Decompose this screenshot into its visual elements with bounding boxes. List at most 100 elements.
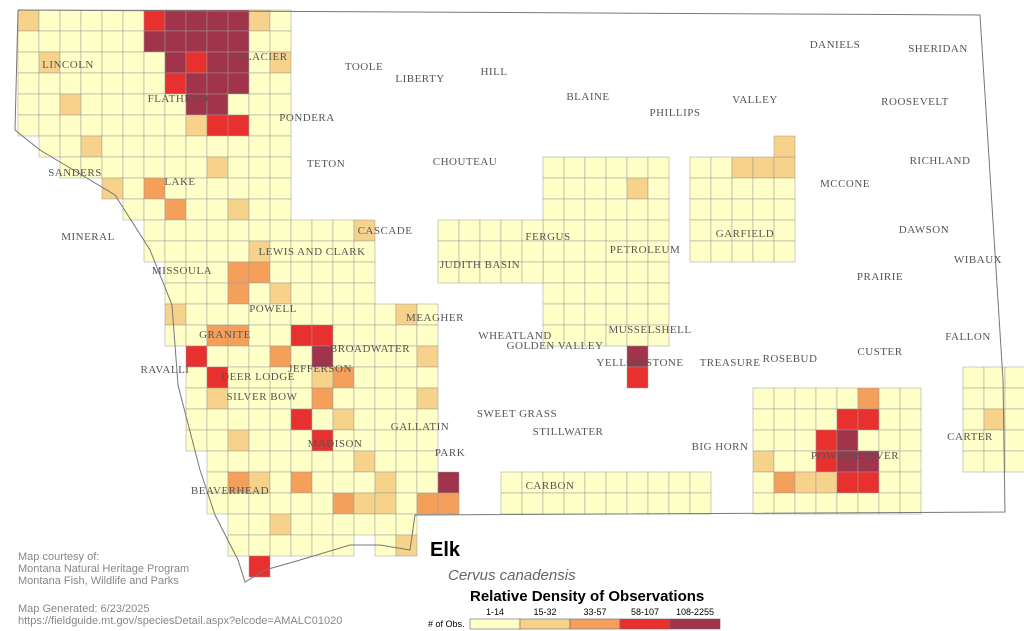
grid-cell [185,240,208,263]
grid-cell [752,240,775,263]
grid-cell [290,219,313,242]
grid-cell [227,114,250,137]
grid-cell [689,471,712,494]
grid-cell [269,450,292,473]
grid-cell [332,387,355,410]
grid-cell [983,366,1006,389]
grid-cell [248,30,271,53]
grid-cell [290,408,313,431]
county-label: PONDERA [279,112,334,124]
grid-cell [857,408,880,431]
grid-cell [962,408,985,431]
grid-cell [290,261,313,284]
county-label: MINERAL [61,231,115,243]
county-label: PRAIRIE [857,271,903,283]
grid-cell [185,135,208,158]
grid-cell [332,303,355,326]
grid-cell [248,72,271,95]
grid-cell [626,219,649,242]
county-label: GOLDEN VALLEY [507,340,604,352]
grid-cell [521,261,544,284]
county-label: STILLWATER [533,426,604,438]
grid-cell [269,408,292,431]
grid-cell [206,303,229,326]
grid-cell [647,282,670,305]
grid-cell [311,219,334,242]
grid-cell [227,303,250,326]
grid-cell [605,261,628,284]
grid-cell [668,471,691,494]
grid-cell [773,492,796,515]
grid-cell [752,471,775,494]
county-label: LIBERTY [395,73,444,85]
grid-cell [815,387,838,410]
grid-cell [815,408,838,431]
grid-cell [626,177,649,200]
grid-cell [248,114,271,137]
grid-cell [332,408,355,431]
grid-cell [122,93,145,116]
grid-cell [185,51,208,74]
grid-cell [206,156,229,179]
grid-cell [878,408,901,431]
grid-cell [248,9,271,32]
grid-cell [899,471,922,494]
county-label: LINCOLN [42,59,94,71]
grid-cell [815,471,838,494]
grid-cell [122,198,145,221]
county-label: RAVALLI [141,364,190,376]
grid-cell [122,135,145,158]
grid-cell [164,282,187,305]
grid-cell [584,156,607,179]
grid-cell [773,387,796,410]
grid-cell [206,345,229,368]
grid-cell [227,93,250,116]
grid-cell [584,177,607,200]
generated-date: Map Generated: 6/23/2025 [18,603,149,615]
grid-cell [836,429,859,452]
grid-cell [353,387,376,410]
grid-cell [17,51,40,74]
grid-cell [248,156,271,179]
grid-cell [689,492,712,515]
grid-cell [416,345,439,368]
grid-cell [563,198,586,221]
grid-cell [101,135,124,158]
county-label: TOOLE [345,61,383,73]
county-label: JUDITH BASIN [440,259,520,271]
grid-cell [101,93,124,116]
grid-cell [227,177,250,200]
grid-cell [311,387,334,410]
grid-cell [290,534,313,557]
grid-cell [206,114,229,137]
grid-cell [731,156,754,179]
grid-cell [374,366,397,389]
grid-cell [143,219,166,242]
grid-cell [101,9,124,32]
grid-cell [563,156,586,179]
grid-cell [311,303,334,326]
grid-cell [185,198,208,221]
county-label: TETON [307,158,345,170]
grid-cell [248,450,271,473]
grid-cell [542,282,565,305]
grid-cell [605,177,628,200]
grid-cell [185,303,208,326]
grid-cell [311,261,334,284]
grid-cell [605,303,628,326]
grid-cell [731,177,754,200]
grid-cell [143,51,166,74]
grid-cell [962,387,985,410]
legend-swatch [569,618,621,630]
grid-cell [815,429,838,452]
grid-cell [626,366,649,389]
grid-cell [689,156,712,179]
grid-cell [794,429,817,452]
grid-cell [773,240,796,263]
grid-cell [563,492,586,515]
grid-cell [563,303,586,326]
grid-cell [122,30,145,53]
grid-cell [857,387,880,410]
grid-cell [878,387,901,410]
grid-cell [332,282,355,305]
